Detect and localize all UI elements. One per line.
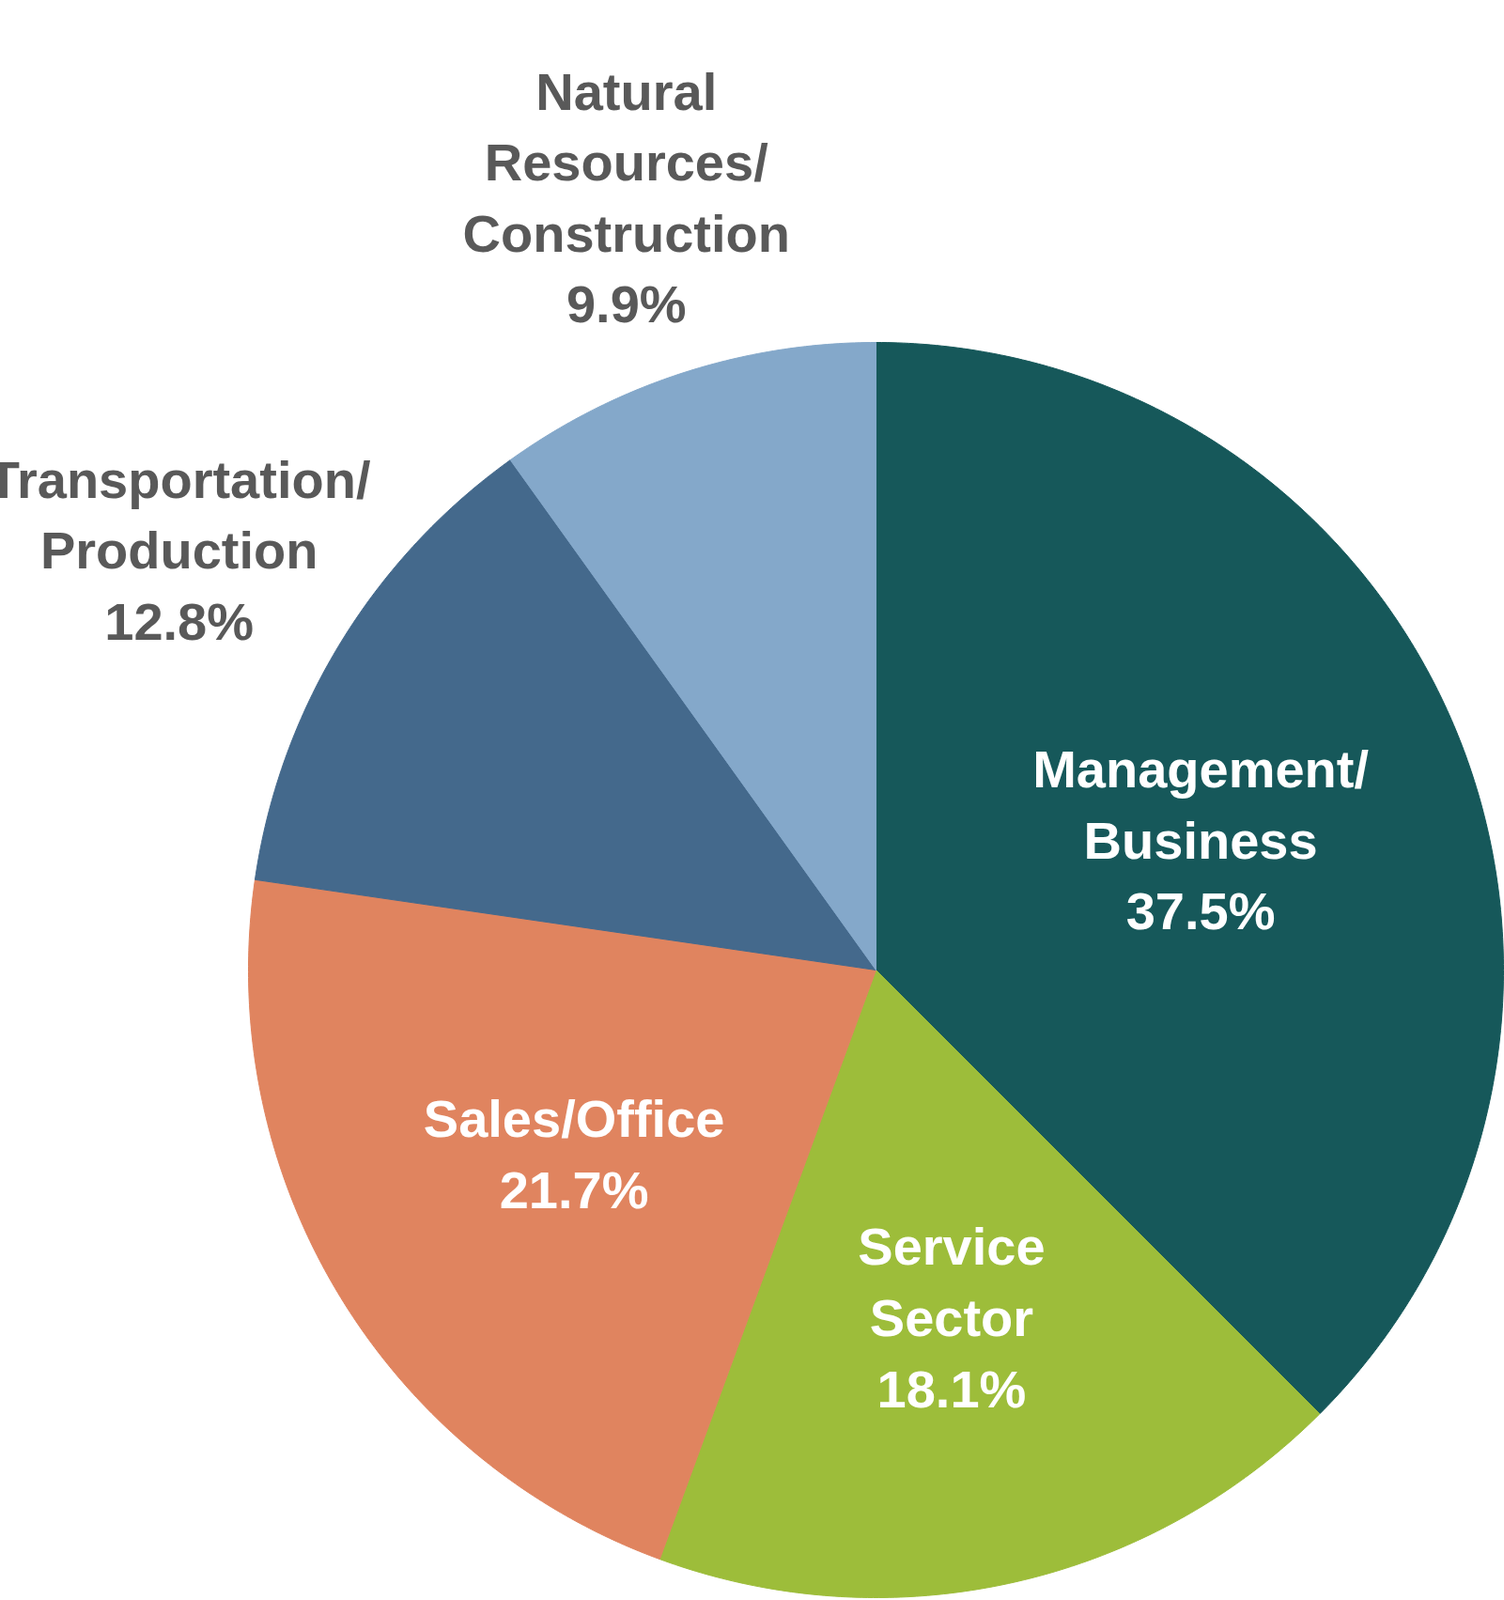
svg-text:Sales/Office21.7%: Sales/Office21.7% <box>423 1088 726 1220</box>
svg-text:NaturalResources/Construction9: NaturalResources/Construction9.9% <box>463 62 791 335</box>
svg-text:Management/Business37.5%: Management/Business37.5% <box>1032 739 1369 941</box>
svg-text:Transportation/Production12.8%: Transportation/Production12.8% <box>0 449 372 652</box>
svg-text:ServiceSector18.1%: ServiceSector18.1% <box>857 1216 1045 1418</box>
